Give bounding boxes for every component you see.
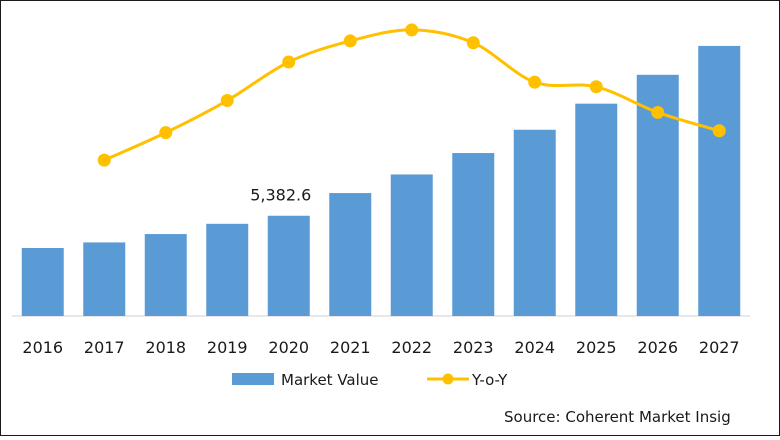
yoy-point-2023 bbox=[466, 36, 480, 50]
x-tick-2021: 2021 bbox=[330, 338, 371, 357]
x-tick-2019: 2019 bbox=[207, 338, 248, 357]
bar-2021 bbox=[329, 193, 372, 316]
legend-swatch-market-value bbox=[232, 373, 274, 385]
x-tick-2018: 2018 bbox=[145, 338, 186, 357]
x-tick-2024: 2024 bbox=[514, 338, 555, 357]
yoy-line bbox=[103, 28, 720, 162]
bar-2016 bbox=[21, 248, 64, 316]
yoy-point-2017 bbox=[97, 153, 111, 167]
yoy-point-2020 bbox=[282, 55, 296, 69]
bar-2020 bbox=[267, 215, 310, 316]
yoy-point-2018 bbox=[159, 126, 173, 140]
bar-2017 bbox=[83, 242, 126, 316]
bar-2018 bbox=[144, 234, 187, 316]
x-tick-2022: 2022 bbox=[391, 338, 432, 357]
yoy-point-2019 bbox=[220, 94, 234, 108]
yoy-point-2021 bbox=[343, 34, 357, 48]
bar-2025 bbox=[575, 103, 618, 316]
x-tick-2023: 2023 bbox=[453, 338, 494, 357]
legend-label-market-value: Market Value bbox=[281, 371, 379, 389]
yoy-point-2022 bbox=[405, 23, 419, 37]
bar-2024 bbox=[513, 129, 556, 316]
legend-marker-yoy bbox=[442, 373, 454, 385]
bar-2027 bbox=[698, 45, 741, 316]
x-tick-2020: 2020 bbox=[268, 338, 309, 357]
bar-2022 bbox=[390, 174, 433, 316]
legend-label-yoy: Y-o-Y bbox=[471, 371, 508, 389]
x-tick-2026: 2026 bbox=[637, 338, 678, 357]
x-tick-2016: 2016 bbox=[22, 338, 63, 357]
data-label-2020: 5,382.6 bbox=[250, 186, 311, 205]
source-note: Source: Coherent Market Insig bbox=[504, 408, 731, 426]
yoy-point-2027 bbox=[712, 124, 726, 138]
bar-2023 bbox=[452, 153, 495, 316]
legend: Market Value Y-o-Y bbox=[232, 371, 508, 389]
yoy-point-2026 bbox=[651, 105, 665, 119]
yoy-point-2025 bbox=[589, 80, 603, 94]
x-tick-2025: 2025 bbox=[576, 338, 617, 357]
x-tick-2027: 2027 bbox=[699, 338, 740, 357]
x-tick-2017: 2017 bbox=[84, 338, 125, 357]
bar-2019 bbox=[206, 223, 249, 316]
yoy-point-2024 bbox=[528, 75, 542, 89]
